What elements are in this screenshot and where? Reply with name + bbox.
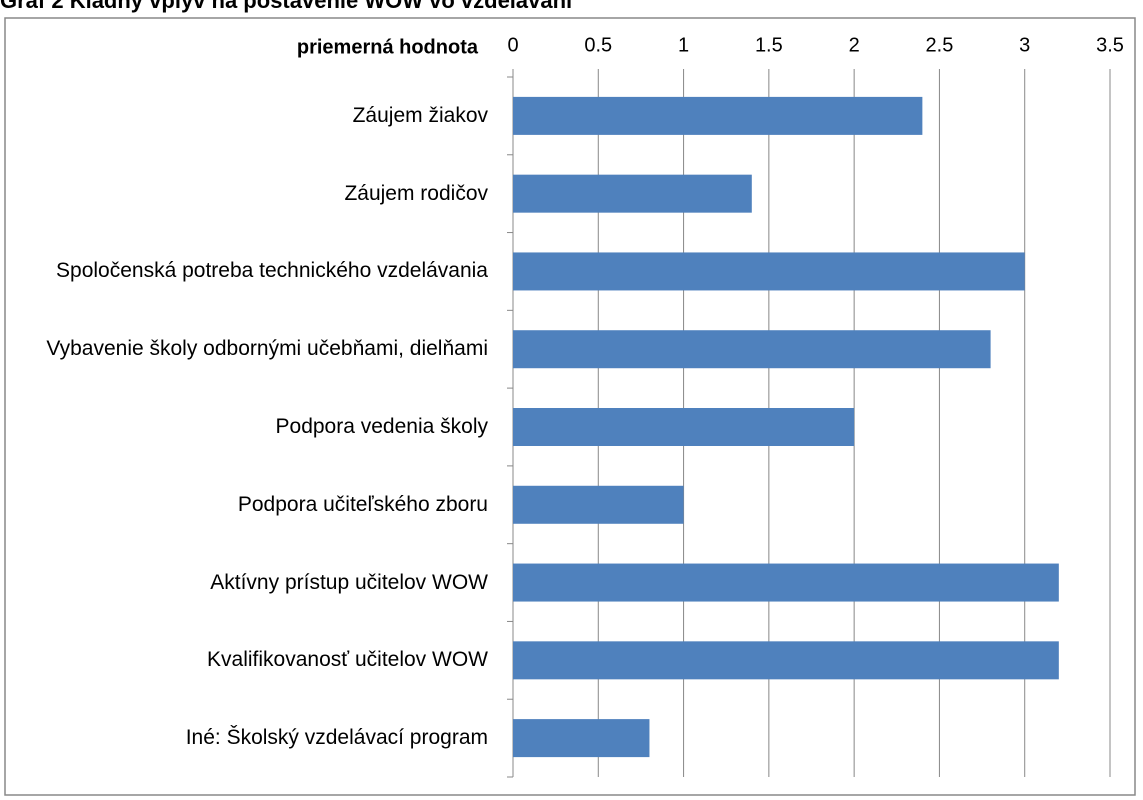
x-tick-label: 1 [678, 34, 689, 56]
x-tick-label: 0 [507, 34, 518, 56]
x-tick-label: 2.5 [926, 34, 954, 56]
y-tick-label: Spoločenská potreba technického vzdeláva… [56, 259, 488, 283]
x-tick-label: 1.5 [755, 34, 783, 56]
bar [513, 563, 1059, 602]
x-tick-label: 3 [1019, 34, 1030, 56]
y-tick-label: Aktívny prístup učitelov WOW [210, 570, 488, 594]
y-tick-label: Iné: Školský vzdelávací program [185, 726, 488, 750]
bar [513, 96, 923, 135]
chart-title: Graf 2 Kladný vplyv na postavenie WOW vo… [0, 0, 573, 13]
y-tick-label: Kvalifikovanosť učitelov WOW [207, 648, 488, 672]
y-tick-label: Záujem žiakov [352, 103, 488, 127]
bar [513, 485, 684, 524]
x-tick-label: 0.5 [584, 34, 612, 56]
bar [513, 252, 1025, 291]
y-tick-label: Podpora učiteľského zboru [237, 492, 488, 516]
x-tick-label: 3.5 [1096, 34, 1124, 56]
y-tick-label: Vybavenie školy odbornými učebňami, diel… [46, 337, 488, 361]
bar [513, 330, 991, 369]
bar [513, 408, 855, 446]
x-tick-label: 2 [849, 34, 860, 56]
bar [513, 719, 650, 758]
y-tick-label: Podpora vedenia školy [275, 415, 488, 438]
axis-label: priemerná hodnota [297, 36, 479, 58]
bar [513, 641, 1059, 680]
y-tick-label: Záujem rodičov [344, 181, 488, 205]
bar [513, 174, 752, 213]
chart-frame [4, 17, 1136, 796]
